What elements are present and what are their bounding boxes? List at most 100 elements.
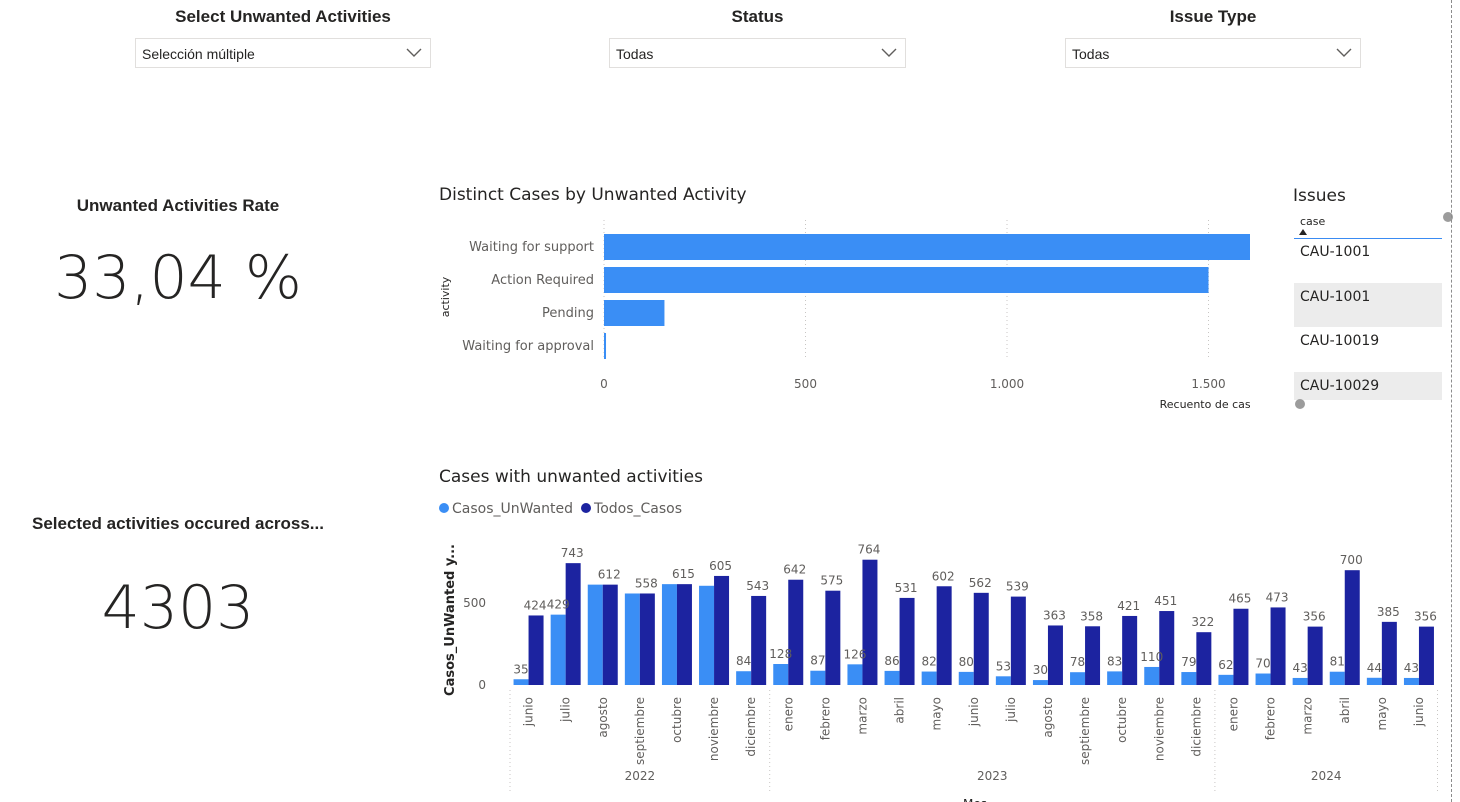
legend-item[interactable]: Todos_Casos [581,501,682,517]
y-tick-label: 500 [463,596,486,610]
total-bar [639,593,655,685]
unwanted-bar [1366,677,1382,685]
monthly-column-chart: 0 500 Casos_UnWanted y... 35 424 junio 429 743 j… [443,543,1438,802]
x-month-label: enero [781,697,795,731]
x-month-label: marzo [1301,697,1315,735]
total-data-label: 322 [1191,615,1214,629]
total-data-label: 465 [1228,592,1251,606]
unwanted-bar [1329,671,1345,685]
unwanted-data-label: 110 [1140,650,1163,664]
x-year-label: 2023 [977,769,1008,783]
x-month-label: marzo [855,697,869,735]
activities-dropdown[interactable]: Selección múltiple [135,38,431,68]
unwanted-data-label: 30 [1033,663,1048,677]
x-month-label: octubre [670,697,684,743]
scrollbar-handle[interactable] [1295,399,1305,409]
x-tick-label: 0 [600,377,608,391]
total-data-label: 539 [1006,580,1029,594]
total-bar [1344,570,1360,685]
total-bar [1270,607,1286,685]
x-month-label: diciembre [1189,697,1203,757]
bar-chart-title: Distinct Cases by Unwanted Activity [439,185,747,205]
activity-bar [604,333,607,359]
x-tick-label: 1.500 [1191,377,1225,391]
unwanted-bar [810,670,826,685]
unwanted-data-label: 81 [1330,655,1345,669]
issue-type-dropdown-value: Todas [1072,46,1110,62]
total-bar [1381,621,1397,685]
x-month-label: septiembre [633,697,647,765]
total-bar [788,579,804,685]
unwanted-data-label: 53 [996,659,1011,673]
x-axis-title: Mes [963,797,987,802]
total-data-label: 602 [932,569,955,583]
x-tick-label: 500 [794,377,817,391]
unwanted-data-label: 79 [1181,655,1196,669]
activity-bar [604,267,1209,293]
unwanted-data-label: 62 [1218,658,1233,672]
unwanted-data-label: 429 [547,598,570,612]
status-dropdown[interactable]: Todas [609,38,906,68]
total-data-label: 356 [1303,610,1326,624]
total-bar [714,575,730,685]
total-bar [1010,596,1026,685]
activity-bar [604,300,665,326]
total-data-label: 575 [820,574,843,588]
total-bar [1159,611,1175,685]
unwanted-bar [1181,672,1197,685]
unwanted-bar [921,671,937,685]
y-axis-title: Casos_UnWanted y... [443,544,458,696]
y-category-label: Pending [542,306,594,321]
slicer-title-activities: Select Unwanted Activities [175,7,391,26]
x-month-label: noviembre [707,697,721,761]
unwanted-data-label: 83 [1107,654,1122,668]
scrollbar-handle[interactable] [1443,212,1453,222]
sort-ascending-icon [1299,229,1307,235]
rate-card-value: 33,04 % [54,243,302,313]
unwanted-data-label: 87 [810,654,825,668]
unwanted-bar [1255,673,1271,685]
unwanted-bar [1218,674,1234,685]
unwanted-data-label: 80 [959,655,974,669]
x-month-label: junio [967,697,981,727]
issue-row[interactable]: CAU-1001 [1300,244,1371,260]
slicer-title-issue-type: Issue Type [1169,7,1257,26]
legend-label: Casos_UnWanted [452,501,574,517]
x-month-label: septiembre [1078,697,1092,765]
total-data-label: 473 [1266,590,1289,604]
unwanted-bar [1070,672,1086,685]
x-month-label: abril [1338,697,1352,724]
column-chart-title: Cases with unwanted activities [439,467,703,487]
total-bar [899,597,915,685]
total-data-label: 363 [1043,608,1066,622]
x-year-label: 2024 [1311,769,1342,783]
unwanted-bar [1403,677,1419,685]
unwanted-data-label: 84 [736,654,751,668]
total-data-label: 531 [895,581,918,595]
page-boundary [1451,0,1452,802]
rate-card-title: Unwanted Activities Rate [76,196,280,215]
x-month-label: noviembre [1152,697,1166,761]
x-month-label: junio [522,697,536,727]
unwanted-data-label: 86 [884,654,899,668]
unwanted-bar [550,614,566,685]
activities-dropdown-value: Selección múltiple [142,46,255,62]
legend-item[interactable]: Casos_UnWanted [439,501,573,517]
total-data-label: 605 [709,559,732,573]
issues-column-header[interactable]: case [1294,214,1442,239]
issue-type-dropdown[interactable]: Todas [1065,38,1361,68]
issue-row[interactable]: CAU-10029 [1294,372,1442,400]
unwanted-bar [624,593,640,685]
unwanted-bar [661,584,677,685]
unwanted-bar [1107,671,1123,685]
x-month-label: agosto [596,697,610,738]
total-bar [1418,626,1434,685]
unwanted-bar [587,584,603,685]
y-category-label: Waiting for approval [462,339,594,354]
unwanted-bar [699,585,715,685]
issue-row[interactable]: CAU-10019 [1300,333,1380,349]
chevron-down-icon [406,48,422,57]
issue-row[interactable]: CAU-1001 [1294,283,1442,327]
unwanted-bar [736,671,752,685]
